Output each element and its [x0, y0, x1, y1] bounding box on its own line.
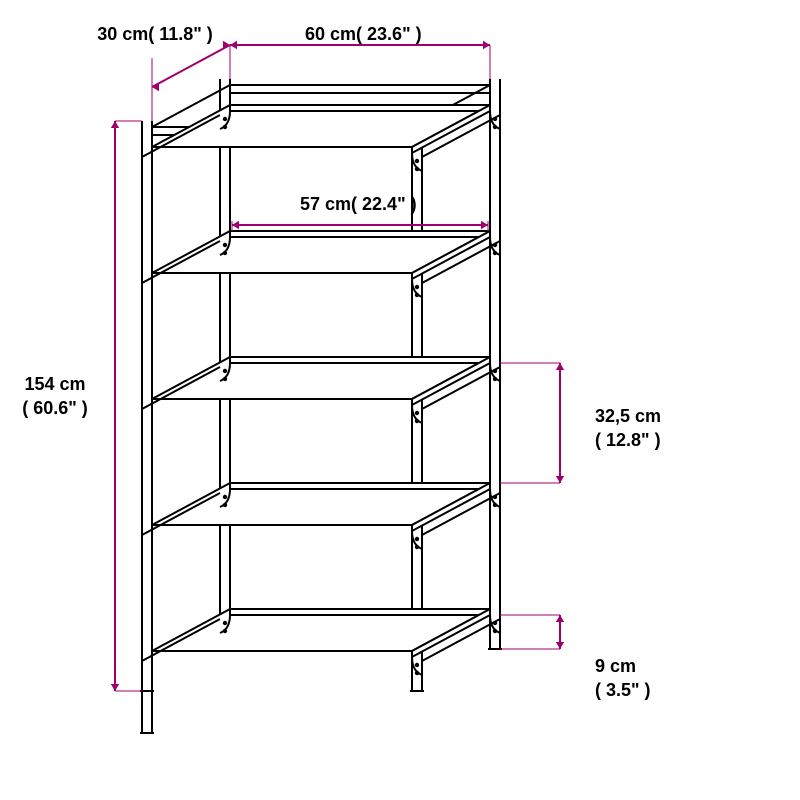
dim-height-label-cm: 154 cm: [24, 374, 85, 394]
dim-inner-width-label: 57 cm( 22.4" ): [300, 194, 417, 214]
dim-foot-label-in: ( 3.5" ): [595, 680, 651, 700]
dim-tier-label-cm: 32,5 cm: [595, 406, 661, 426]
dimension-diagram: 30 cm( 11.8" ) 60 cm( 23.6" ) 57 cm( 22.4"…: [0, 0, 800, 800]
dim-depth-label: 30 cm( 11.8" ): [97, 24, 213, 44]
dim-height-label-in: ( 60.6" ): [22, 398, 88, 418]
dim-tier-label-in: ( 12.8" ): [595, 430, 661, 450]
dim-width-label: 60 cm( 23.6" ): [305, 24, 422, 44]
dim-foot-label-cm: 9 cm: [595, 656, 636, 676]
shelf-unit: [140, 79, 502, 733]
